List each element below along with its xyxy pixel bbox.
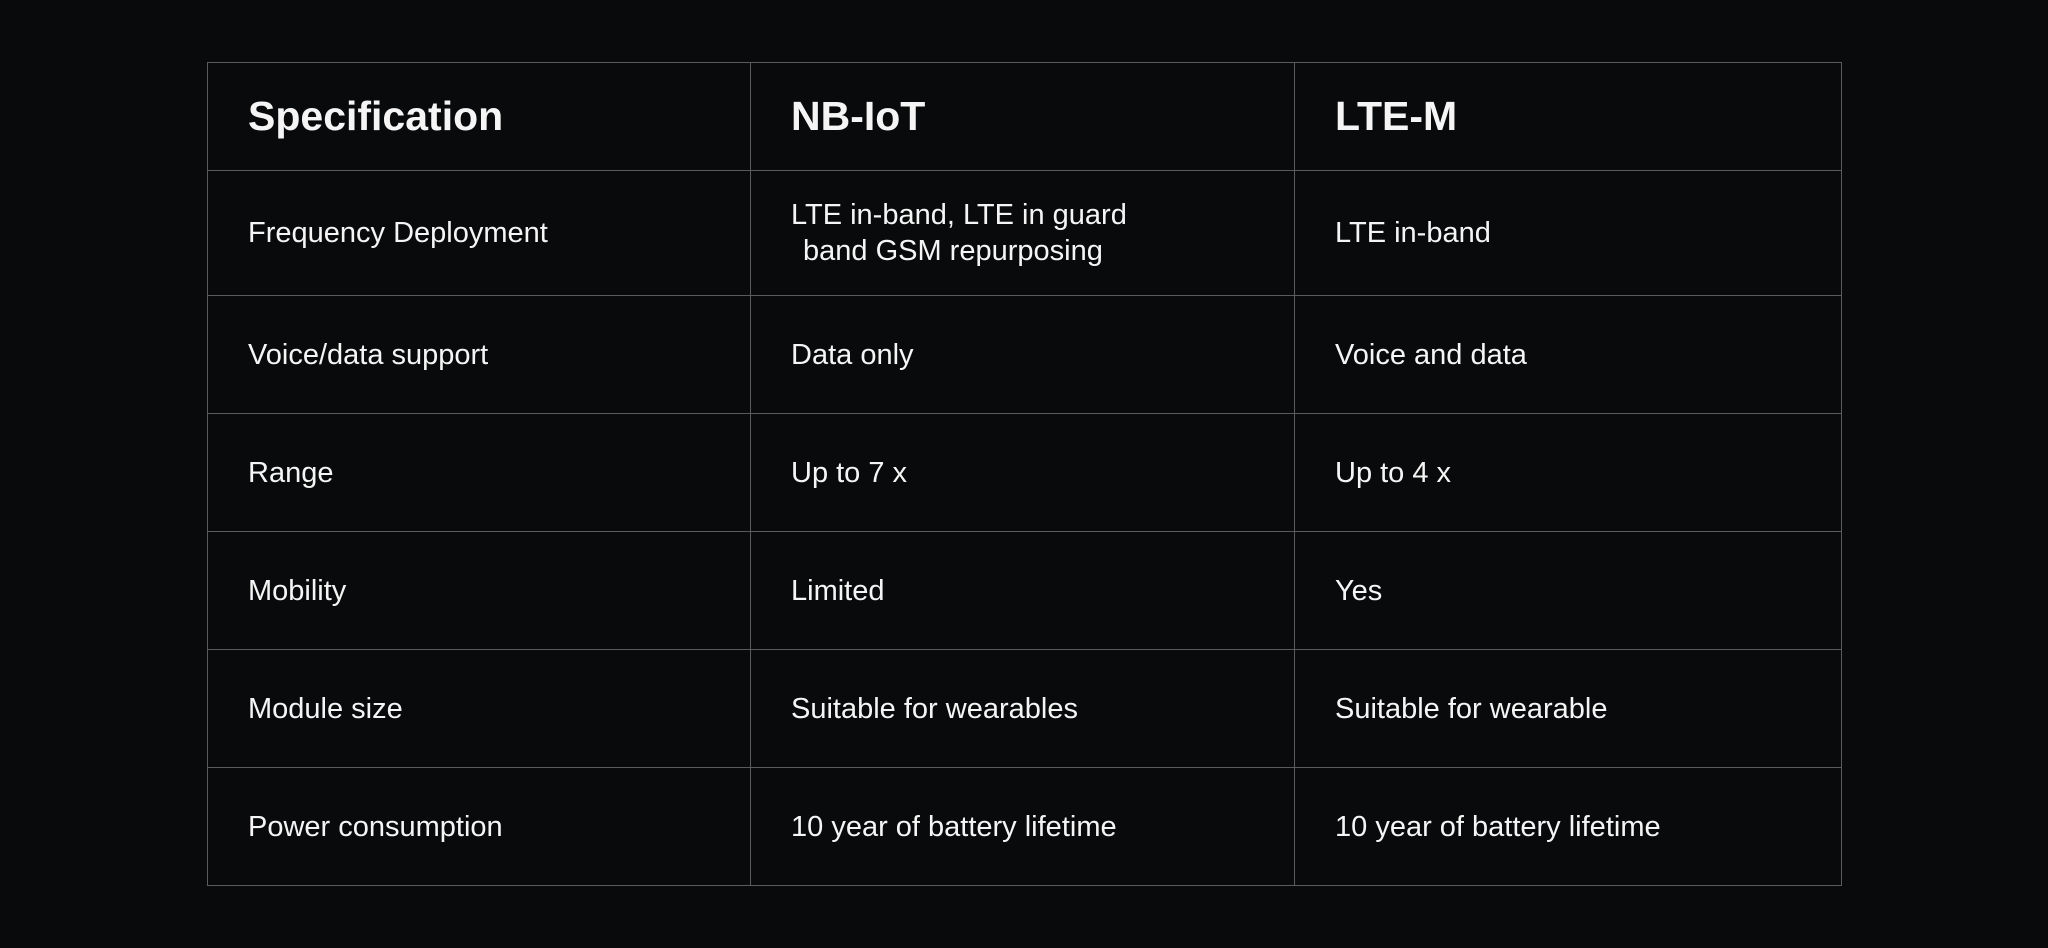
col-header-nbiot: NB-IoT [751,62,1295,170]
cell-spec: Range [208,414,751,532]
table-row: Module size Suitable for wearables Suita… [208,650,1842,768]
cell-ltem: Voice and data [1295,296,1842,414]
cell-text-line: band GSM repurposing [791,233,1254,269]
cell-spec: Power consumption [208,768,751,886]
cell-spec: Module size [208,650,751,768]
cell-spec: Frequency Deployment [208,170,751,296]
cell-nbiot: 10 year of battery lifetime [751,768,1295,886]
table-row: Voice/data support Data only Voice and d… [208,296,1842,414]
table-row: Power consumption 10 year of battery lif… [208,768,1842,886]
comparison-table: Specification NB-IoT LTE-M Frequency Dep… [207,62,1842,887]
cell-ltem: 10 year of battery lifetime [1295,768,1842,886]
table-row: Frequency Deployment LTE in-band, LTE in… [208,170,1842,296]
table-row: Mobility Limited Yes [208,532,1842,650]
cell-ltem: Yes [1295,532,1842,650]
cell-spec: Voice/data support [208,296,751,414]
cell-ltem: LTE in-band [1295,170,1842,296]
cell-nbiot: LTE in-band, LTE in guard band GSM repur… [751,170,1295,296]
comparison-table-container: Specification NB-IoT LTE-M Frequency Dep… [207,62,1841,887]
cell-text-line: LTE in-band, LTE in guard [791,199,1127,231]
cell-nbiot: Up to 7 x [751,414,1295,532]
col-header-ltem: LTE-M [1295,62,1842,170]
cell-ltem: Suitable for wearable [1295,650,1842,768]
cell-ltem: Up to 4 x [1295,414,1842,532]
cell-nbiot: Limited [751,532,1295,650]
cell-nbiot: Data only [751,296,1295,414]
table-row: Range Up to 7 x Up to 4 x [208,414,1842,532]
table-header-row: Specification NB-IoT LTE-M [208,62,1842,170]
cell-spec: Mobility [208,532,751,650]
col-header-specification: Specification [208,62,751,170]
cell-nbiot: Suitable for wearables [751,650,1295,768]
